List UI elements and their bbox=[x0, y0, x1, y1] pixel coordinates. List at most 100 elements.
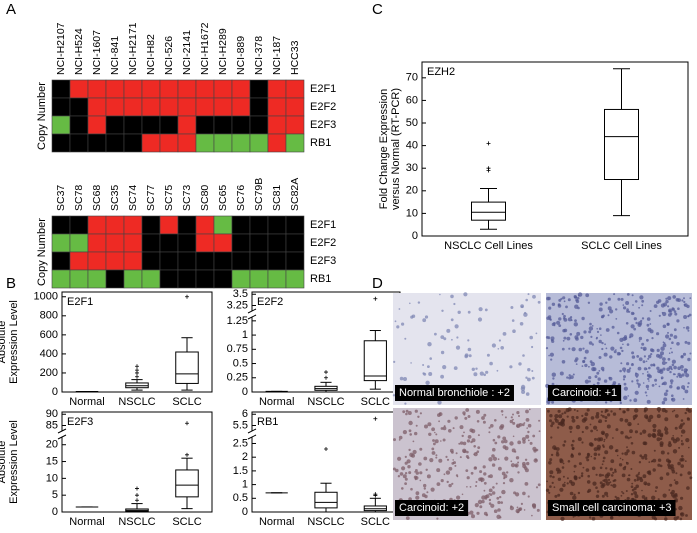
cell-nucleus bbox=[523, 422, 526, 424]
cell-nucleus bbox=[675, 500, 678, 503]
column-label: NCI-1607 bbox=[91, 30, 103, 75]
cell-nucleus bbox=[548, 461, 552, 465]
cell-nucleus bbox=[463, 449, 467, 454]
cell-nucleus bbox=[455, 345, 461, 350]
axis-break-mark bbox=[57, 428, 67, 434]
cell-nucleus bbox=[648, 414, 654, 420]
cell-nucleus bbox=[601, 341, 604, 345]
cell-nucleus bbox=[672, 495, 676, 499]
cell-nucleus bbox=[676, 319, 680, 323]
cell-nucleus bbox=[588, 376, 592, 380]
cell-nucleus bbox=[651, 384, 655, 387]
cell-nucleus bbox=[648, 380, 650, 382]
cell-nucleus bbox=[554, 494, 558, 498]
outlier bbox=[486, 141, 491, 146]
heat-cell bbox=[123, 79, 143, 99]
cell-nucleus bbox=[451, 451, 454, 454]
cell-nucleus bbox=[549, 458, 553, 462]
cell-nucleus bbox=[633, 317, 637, 321]
cell-nucleus bbox=[582, 360, 585, 363]
cell-nucleus bbox=[431, 427, 435, 432]
cell-nucleus bbox=[488, 457, 493, 462]
y-tick-label: 800 bbox=[40, 310, 58, 322]
cell-nucleus bbox=[529, 335, 533, 340]
panel-letter: D bbox=[372, 275, 383, 292]
heat-cell bbox=[69, 251, 89, 271]
cell-nucleus bbox=[626, 310, 629, 313]
cell-nucleus bbox=[419, 412, 422, 415]
cell-nucleus bbox=[641, 489, 643, 492]
outlier bbox=[135, 364, 139, 369]
cell-nucleus bbox=[590, 416, 595, 420]
cell-nucleus bbox=[685, 373, 690, 378]
cell-nucleus bbox=[601, 474, 605, 477]
heat-cell bbox=[177, 79, 197, 99]
column-label: NCI-H2107 bbox=[55, 22, 67, 75]
cell-nucleus bbox=[408, 471, 412, 475]
heat-cell bbox=[285, 215, 305, 235]
cell-nucleus bbox=[470, 440, 473, 444]
cell-nucleus bbox=[649, 310, 652, 312]
x-tick-label: Normal bbox=[259, 516, 294, 528]
cell-nucleus bbox=[571, 446, 575, 450]
cell-nucleus bbox=[559, 459, 564, 464]
heat-cell bbox=[105, 97, 125, 117]
heat-cell bbox=[249, 97, 269, 117]
cell-nucleus bbox=[659, 476, 664, 481]
cell-nucleus bbox=[572, 439, 575, 443]
cell-nucleus bbox=[479, 371, 484, 376]
cell-nucleus bbox=[604, 433, 609, 437]
cell-nucleus bbox=[589, 443, 594, 447]
cell-nucleus bbox=[546, 480, 548, 483]
x-tick-label: SCLC bbox=[172, 516, 201, 528]
cell-nucleus bbox=[687, 382, 690, 385]
cell-nucleus bbox=[593, 447, 598, 452]
column-label: NCI-889 bbox=[235, 36, 247, 75]
cell-nucleus bbox=[633, 487, 637, 491]
heat-cell bbox=[141, 115, 161, 135]
cell-nucleus bbox=[464, 354, 469, 359]
cell-nucleus bbox=[656, 414, 661, 419]
cell-nucleus bbox=[404, 472, 408, 475]
cell-nucleus bbox=[484, 495, 488, 499]
cell-nucleus bbox=[491, 463, 496, 467]
heat-cell bbox=[267, 115, 287, 135]
cell-nucleus bbox=[636, 476, 641, 481]
cell-nucleus bbox=[419, 479, 422, 482]
cell-nucleus bbox=[602, 460, 605, 463]
cell-nucleus bbox=[497, 500, 501, 505]
heat-cell bbox=[51, 79, 71, 99]
cell-nucleus bbox=[669, 483, 673, 487]
cell-nucleus bbox=[575, 296, 578, 299]
cell-nucleus bbox=[584, 412, 589, 417]
label-bg bbox=[548, 500, 676, 516]
cell-nucleus bbox=[433, 442, 436, 446]
cell-nucleus bbox=[393, 438, 396, 442]
cell-nucleus bbox=[619, 457, 622, 460]
cell-nucleus bbox=[601, 347, 604, 351]
cell-nucleus bbox=[667, 296, 672, 301]
cell-nucleus bbox=[572, 373, 575, 376]
heat-cell bbox=[285, 133, 305, 153]
y-tick-label: 20 bbox=[406, 185, 418, 197]
cell-nucleus bbox=[551, 400, 555, 404]
cell-nucleus bbox=[677, 461, 681, 466]
cell-nucleus bbox=[468, 354, 472, 358]
cell-nucleus bbox=[500, 501, 504, 504]
cell-nucleus bbox=[600, 484, 605, 489]
cell-nucleus bbox=[448, 429, 452, 433]
cell-nucleus bbox=[415, 495, 420, 500]
cell-nucleus bbox=[438, 420, 440, 423]
cell-nucleus bbox=[671, 410, 674, 413]
cell-nucleus bbox=[515, 456, 520, 460]
cell-nucleus bbox=[557, 493, 561, 497]
cell-nucleus bbox=[527, 439, 530, 442]
cell-nucleus bbox=[431, 447, 435, 451]
y-tick-label: 0 bbox=[242, 386, 248, 398]
cell-nucleus bbox=[619, 369, 622, 373]
cell-nucleus bbox=[478, 307, 483, 312]
cell-nucleus bbox=[551, 339, 555, 343]
cell-nucleus bbox=[477, 317, 483, 322]
cell-nucleus bbox=[545, 336, 549, 339]
cell-nucleus bbox=[665, 389, 669, 393]
